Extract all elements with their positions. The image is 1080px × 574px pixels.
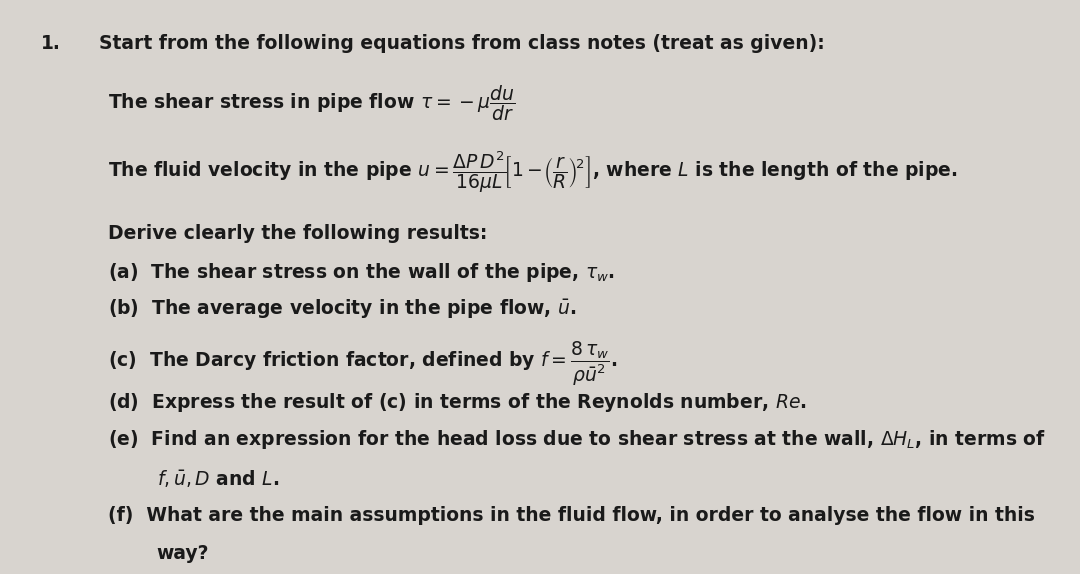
Text: The fluid velocity in the pipe $u = \dfrac{\Delta P\,D^2}{16\mu L}\!\left[1-\!\l: The fluid velocity in the pipe $u = \dfr…	[108, 149, 957, 195]
Text: (d)  Express the result of (c) in terms of the Reynolds number, $Re$.: (d) Express the result of (c) in terms o…	[108, 391, 807, 414]
Text: (f)  What are the main assumptions in the fluid flow, in order to analyse the fl: (f) What are the main assumptions in the…	[108, 506, 1035, 525]
Text: (b)  The average velocity in the pipe flow, $\bar{u}$.: (b) The average velocity in the pipe flo…	[108, 297, 577, 320]
Text: 1.: 1.	[41, 34, 60, 53]
Text: (c)  The Darcy friction factor, defined by $f = \dfrac{8\,\tau_w}{\rho\bar{u}^2}: (c) The Darcy friction factor, defined b…	[108, 340, 618, 389]
Text: Derive clearly the following results:: Derive clearly the following results:	[108, 224, 487, 243]
Text: The shear stress in pipe flow $\tau = -\mu\dfrac{du}{dr}$: The shear stress in pipe flow $\tau = -\…	[108, 83, 515, 123]
Text: (a)  The shear stress on the wall of the pipe, $\tau_w$.: (a) The shear stress on the wall of the …	[108, 261, 615, 284]
Text: way?: way?	[157, 544, 210, 563]
Text: (e)  Find an expression for the head loss due to shear stress at the wall, $\Del: (e) Find an expression for the head loss…	[108, 428, 1047, 451]
Text: $f,\bar{u},D$ and $L$.: $f,\bar{u},D$ and $L$.	[157, 468, 279, 489]
Text: Start from the following equations from class notes (treat as given):: Start from the following equations from …	[99, 34, 825, 53]
